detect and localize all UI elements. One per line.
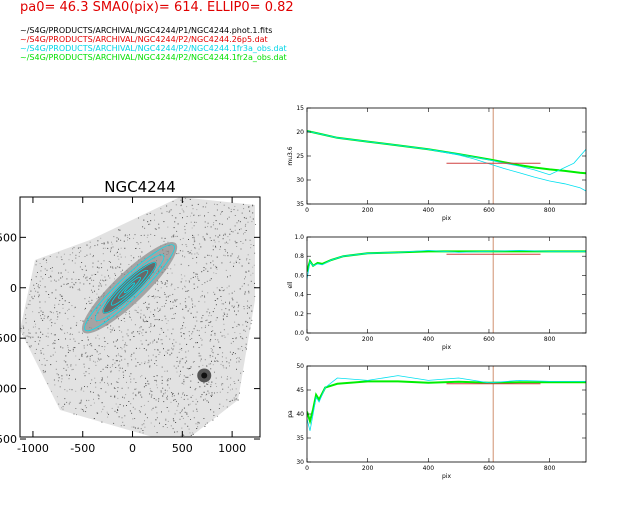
y-axis-label: pa (287, 410, 294, 418)
fit-parameters-header: pa0= 46.3 SMA0(pix)= 614. ELLIP0= 0.82 (20, 0, 294, 15)
pa-profile-frame (306, 365, 587, 463)
image-x-tick-label: 0 (129, 442, 136, 455)
cyan-profile-series (307, 130, 586, 176)
image-x-tick-label: -500 (70, 442, 95, 455)
x-tick-label: 200 (362, 465, 374, 472)
x-tick-label: 400 (423, 465, 435, 472)
bright-star-core (201, 372, 208, 379)
x-tick-label: 400 (423, 207, 435, 214)
y-tick-label: 1.0 (294, 234, 304, 241)
image-frame (19, 196, 261, 438)
y-tick-label: 35 (296, 435, 304, 442)
file-path-26p5: ~/S4G/PRODUCTS/ARCHIVAL/NGC4244/P2/NGC42… (20, 35, 268, 44)
image-y-tick-label: -1500 (0, 433, 17, 446)
y-tick-label: 45 (296, 387, 304, 394)
isophote-ellipse (102, 262, 157, 314)
x-tick-label: 600 (483, 207, 495, 214)
sb-profile-frame (306, 107, 587, 205)
x-tick-label: 800 (544, 336, 556, 343)
x-tick-label: 800 (544, 207, 556, 214)
isophote-ellipse (118, 276, 141, 299)
y-tick-label: 40 (296, 411, 304, 418)
x-tick-label: 800 (544, 465, 556, 472)
galaxy-core (102, 261, 157, 314)
y-tick-label: 30 (296, 177, 304, 184)
cyan-profile-series (307, 375, 586, 431)
image-noise (20, 198, 256, 437)
y-tick-label: 0.2 (294, 311, 304, 318)
cyan-profile-series (307, 249, 586, 280)
image-y-tick-label: -1000 (0, 383, 17, 396)
isophote-ellipse (110, 269, 149, 306)
image-x-tick-label: -1000 (17, 442, 49, 455)
x-tick-label: 0 (305, 207, 309, 214)
x-axis-label: pix (442, 215, 451, 222)
sb-profile-panel: 0 200 400 600 800 15 20 25 30 35 pix mu3.6 (287, 105, 587, 222)
y-tick-label: 20 (296, 129, 304, 136)
isophote-ellipse (94, 254, 165, 322)
image-title: NGC4244 (104, 178, 176, 196)
y-tick-label: 0.4 (294, 292, 304, 299)
x-tick-label: 600 (483, 336, 495, 343)
image-y-tick-label: -500 (0, 332, 17, 345)
galaxy-image (20, 197, 256, 437)
y-tick-label: 50 (296, 363, 304, 370)
ellipticity-profile-frame (306, 236, 587, 334)
green-profile-series (307, 380, 586, 425)
x-axis-label: pix (442, 344, 451, 351)
image-x-tick-label: 1000 (218, 442, 246, 455)
y-tick-label: 0.0 (294, 330, 304, 337)
y-tick-label: 25 (296, 153, 304, 160)
file-path-phot: ~/S4G/PRODUCTS/ARCHIVAL/NGC4244/P1/NGC42… (20, 26, 273, 35)
image-footprint (20, 197, 255, 437)
x-tick-label: 200 (362, 207, 374, 214)
x-tick-label: 0 (305, 465, 309, 472)
cyan-profile-series (428, 148, 586, 192)
y-tick-label: 0.8 (294, 253, 304, 260)
x-tick-label: 400 (423, 336, 435, 343)
x-tick-label: 600 (483, 465, 495, 472)
y-tick-label: 30 (296, 459, 304, 466)
image-x-tick-label: 500 (172, 442, 193, 455)
file-path-1fr3a: ~/S4G/PRODUCTS/ARCHIVAL/NGC4244/P2/NGC42… (20, 44, 287, 53)
file-path-1fr2a: ~/S4G/PRODUCTS/ARCHIVAL/NGC4244/P2/NGC42… (20, 53, 287, 62)
x-tick-label: 0 (305, 336, 309, 343)
y-axis-label: ell (287, 281, 294, 288)
isophote-ellipse (84, 244, 175, 332)
ellipticity-profile-panel: 0 200 400 600 800 0.0 0.2 0.4 0.6 0.8 1.0 pix ell (287, 234, 587, 351)
image-y-tick-label: 0 (10, 282, 17, 295)
pa-profile-panel: 0 200 400 600 800 30 35 40 45 50 pix pa (287, 363, 587, 480)
image-y-tick-label: 500 (0, 231, 17, 244)
y-axis-label: mu3.6 (287, 146, 294, 165)
x-axis-label: pix (442, 473, 451, 480)
y-tick-label: 15 (296, 105, 304, 112)
y-tick-label: 35 (296, 201, 304, 208)
y-tick-label: 0.6 (294, 272, 304, 279)
isophote-ellipse (124, 282, 136, 294)
x-tick-label: 200 (362, 336, 374, 343)
